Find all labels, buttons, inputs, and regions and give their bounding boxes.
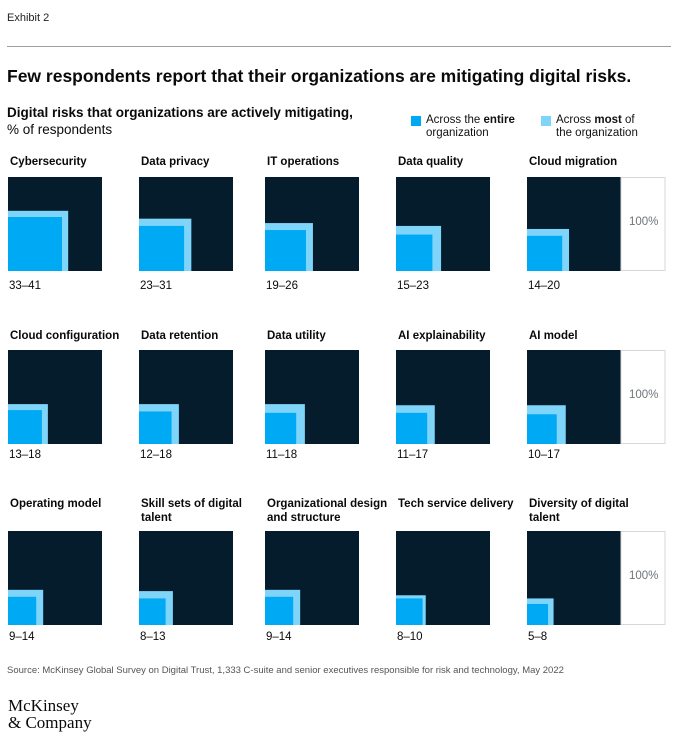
legend-text-entire: Across the entire organization: [426, 114, 515, 139]
chart-headline: Few respondents report that their organi…: [7, 66, 632, 86]
entire-square: [396, 598, 423, 625]
reference-label: 100%: [629, 216, 658, 228]
item-label: Data privacy: [141, 156, 210, 168]
legend-swatch-most: [541, 116, 551, 126]
item-label: AI model: [529, 330, 578, 342]
range-label: 8–13: [140, 631, 166, 643]
range-label: 11–17: [397, 449, 429, 461]
range-label: 10–17: [528, 449, 560, 461]
item-label: Data retention: [141, 330, 219, 342]
item-label: Cloud configuration: [10, 330, 120, 342]
mckinsey-logo: McKinsey & Company: [8, 697, 92, 731]
item-label: Organizational design and structure: [267, 498, 388, 524]
range-label: 15–23: [397, 280, 429, 292]
range-label: 9–14: [266, 631, 292, 643]
reference-label: 100%: [629, 570, 658, 582]
range-label: 33–41: [9, 280, 41, 292]
logo-line-1: McKinsey: [8, 696, 79, 715]
entire-square: [527, 603, 549, 625]
entire-square: [396, 412, 428, 444]
exhibit-label: Exhibit 2: [7, 12, 50, 24]
top-divider: [7, 46, 671, 47]
item-label: Skill sets of digital talent: [141, 498, 242, 524]
entire-square: [265, 230, 306, 271]
range-label: 13–18: [9, 449, 41, 461]
item-label: AI explainability: [398, 330, 486, 342]
range-label: 14–20: [528, 280, 560, 292]
item-label: Data quality: [398, 156, 464, 168]
item-label: Data utility: [267, 330, 326, 342]
entire-square: [8, 410, 42, 444]
chart-unit: % of respondents: [7, 122, 113, 137]
entire-square: [8, 217, 62, 271]
item-label: Diversity of digital talent: [529, 498, 629, 524]
range-label: 11–18: [266, 449, 298, 461]
entire-square: [139, 225, 185, 271]
range-label: 8–10: [397, 631, 423, 643]
chart-grid: 100% 100% 100%: [8, 177, 666, 625]
item-label: IT operations: [267, 156, 340, 168]
range-label: 19–26: [266, 280, 298, 292]
range-label: 12–18: [140, 449, 172, 461]
entire-square: [8, 596, 37, 625]
legend-text-most: Across most of the organization: [556, 114, 638, 139]
chart-title: Digital risks that organizations are act…: [7, 105, 353, 120]
entire-square: [139, 598, 166, 625]
entire-square: [527, 414, 557, 444]
item-label: Operating model: [10, 498, 102, 510]
range-label: 5–8: [528, 631, 548, 643]
logo-line-2: & Company: [8, 713, 92, 732]
source-note: Source: McKinsey Global Survey on Digita…: [7, 665, 564, 676]
entire-square: [527, 235, 563, 271]
reference-box: [620, 350, 666, 444]
reference-box: [620, 531, 666, 625]
entire-square: [265, 412, 297, 444]
reference-box: [620, 177, 666, 271]
range-label: 23–31: [140, 280, 172, 292]
entire-square: [139, 411, 172, 444]
entire-square: [265, 596, 294, 625]
reference-label: 100%: [629, 389, 658, 401]
item-label: Cloud migration: [529, 156, 618, 168]
entire-square: [396, 234, 433, 271]
range-label: 9–14: [9, 631, 35, 643]
item-label: Tech service delivery: [398, 498, 514, 510]
item-label: Cybersecurity: [10, 156, 87, 168]
legend-swatch-entire: [411, 116, 421, 126]
